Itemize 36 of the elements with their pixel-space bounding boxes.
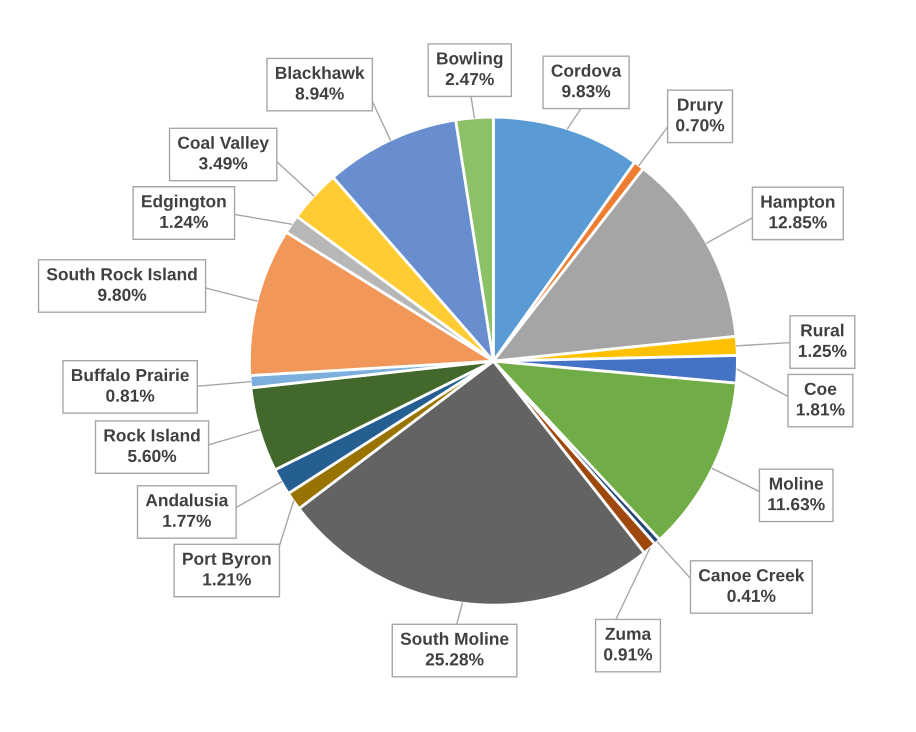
data-label: 0.81%: [106, 390, 154, 402]
data-label: 0.41%: [727, 590, 776, 602]
data-label: 1.21%: [203, 573, 251, 586]
data-label: 5.60%: [128, 450, 176, 462]
data-label: 9.80%: [98, 288, 146, 301]
slice-label: Canoe Creek: [699, 568, 804, 582]
slice-label: Coe: [804, 382, 836, 395]
slice-label: South Moline: [400, 632, 508, 645]
slice-label: Blackhawk: [276, 66, 365, 80]
slice-label: Coal Valley: [178, 136, 269, 152]
slice-label: Port Byron: [183, 552, 271, 568]
data-label: 1.77%: [163, 514, 211, 527]
data-label: 0.70%: [676, 119, 724, 132]
data-label: 3.49%: [198, 157, 248, 170]
slice-label: Buffalo Prairie: [72, 368, 189, 382]
data-label: 2.47%: [446, 72, 494, 86]
data-label: 1.24%: [160, 216, 208, 228]
slice-label: Rural: [801, 324, 844, 336]
slice-label: Andalusia: [146, 494, 228, 506]
data-label: 1.25%: [798, 344, 847, 358]
data-label: 0.91%: [604, 648, 652, 661]
data-label: 1.81%: [796, 403, 845, 416]
slice-label: Moline: [770, 477, 824, 490]
data-label: 12.85%: [770, 216, 827, 228]
data-label: 25.28%: [426, 653, 484, 666]
slice-label: Drury: [678, 98, 724, 114]
slice-label: Bowling: [437, 52, 502, 68]
slice-label: Zuma: [605, 628, 652, 640]
slice-label: South Rock Island: [46, 268, 197, 280]
slice-label: Edgington: [142, 194, 226, 211]
data-label: 9.83%: [562, 85, 610, 98]
data-label: 11.63%: [768, 498, 825, 510]
data-label: 8.94%: [296, 87, 344, 100]
slice-label: Cordova: [552, 64, 622, 77]
slice-label: Rock Island: [104, 428, 200, 442]
slice-label: Hampton: [761, 196, 834, 212]
